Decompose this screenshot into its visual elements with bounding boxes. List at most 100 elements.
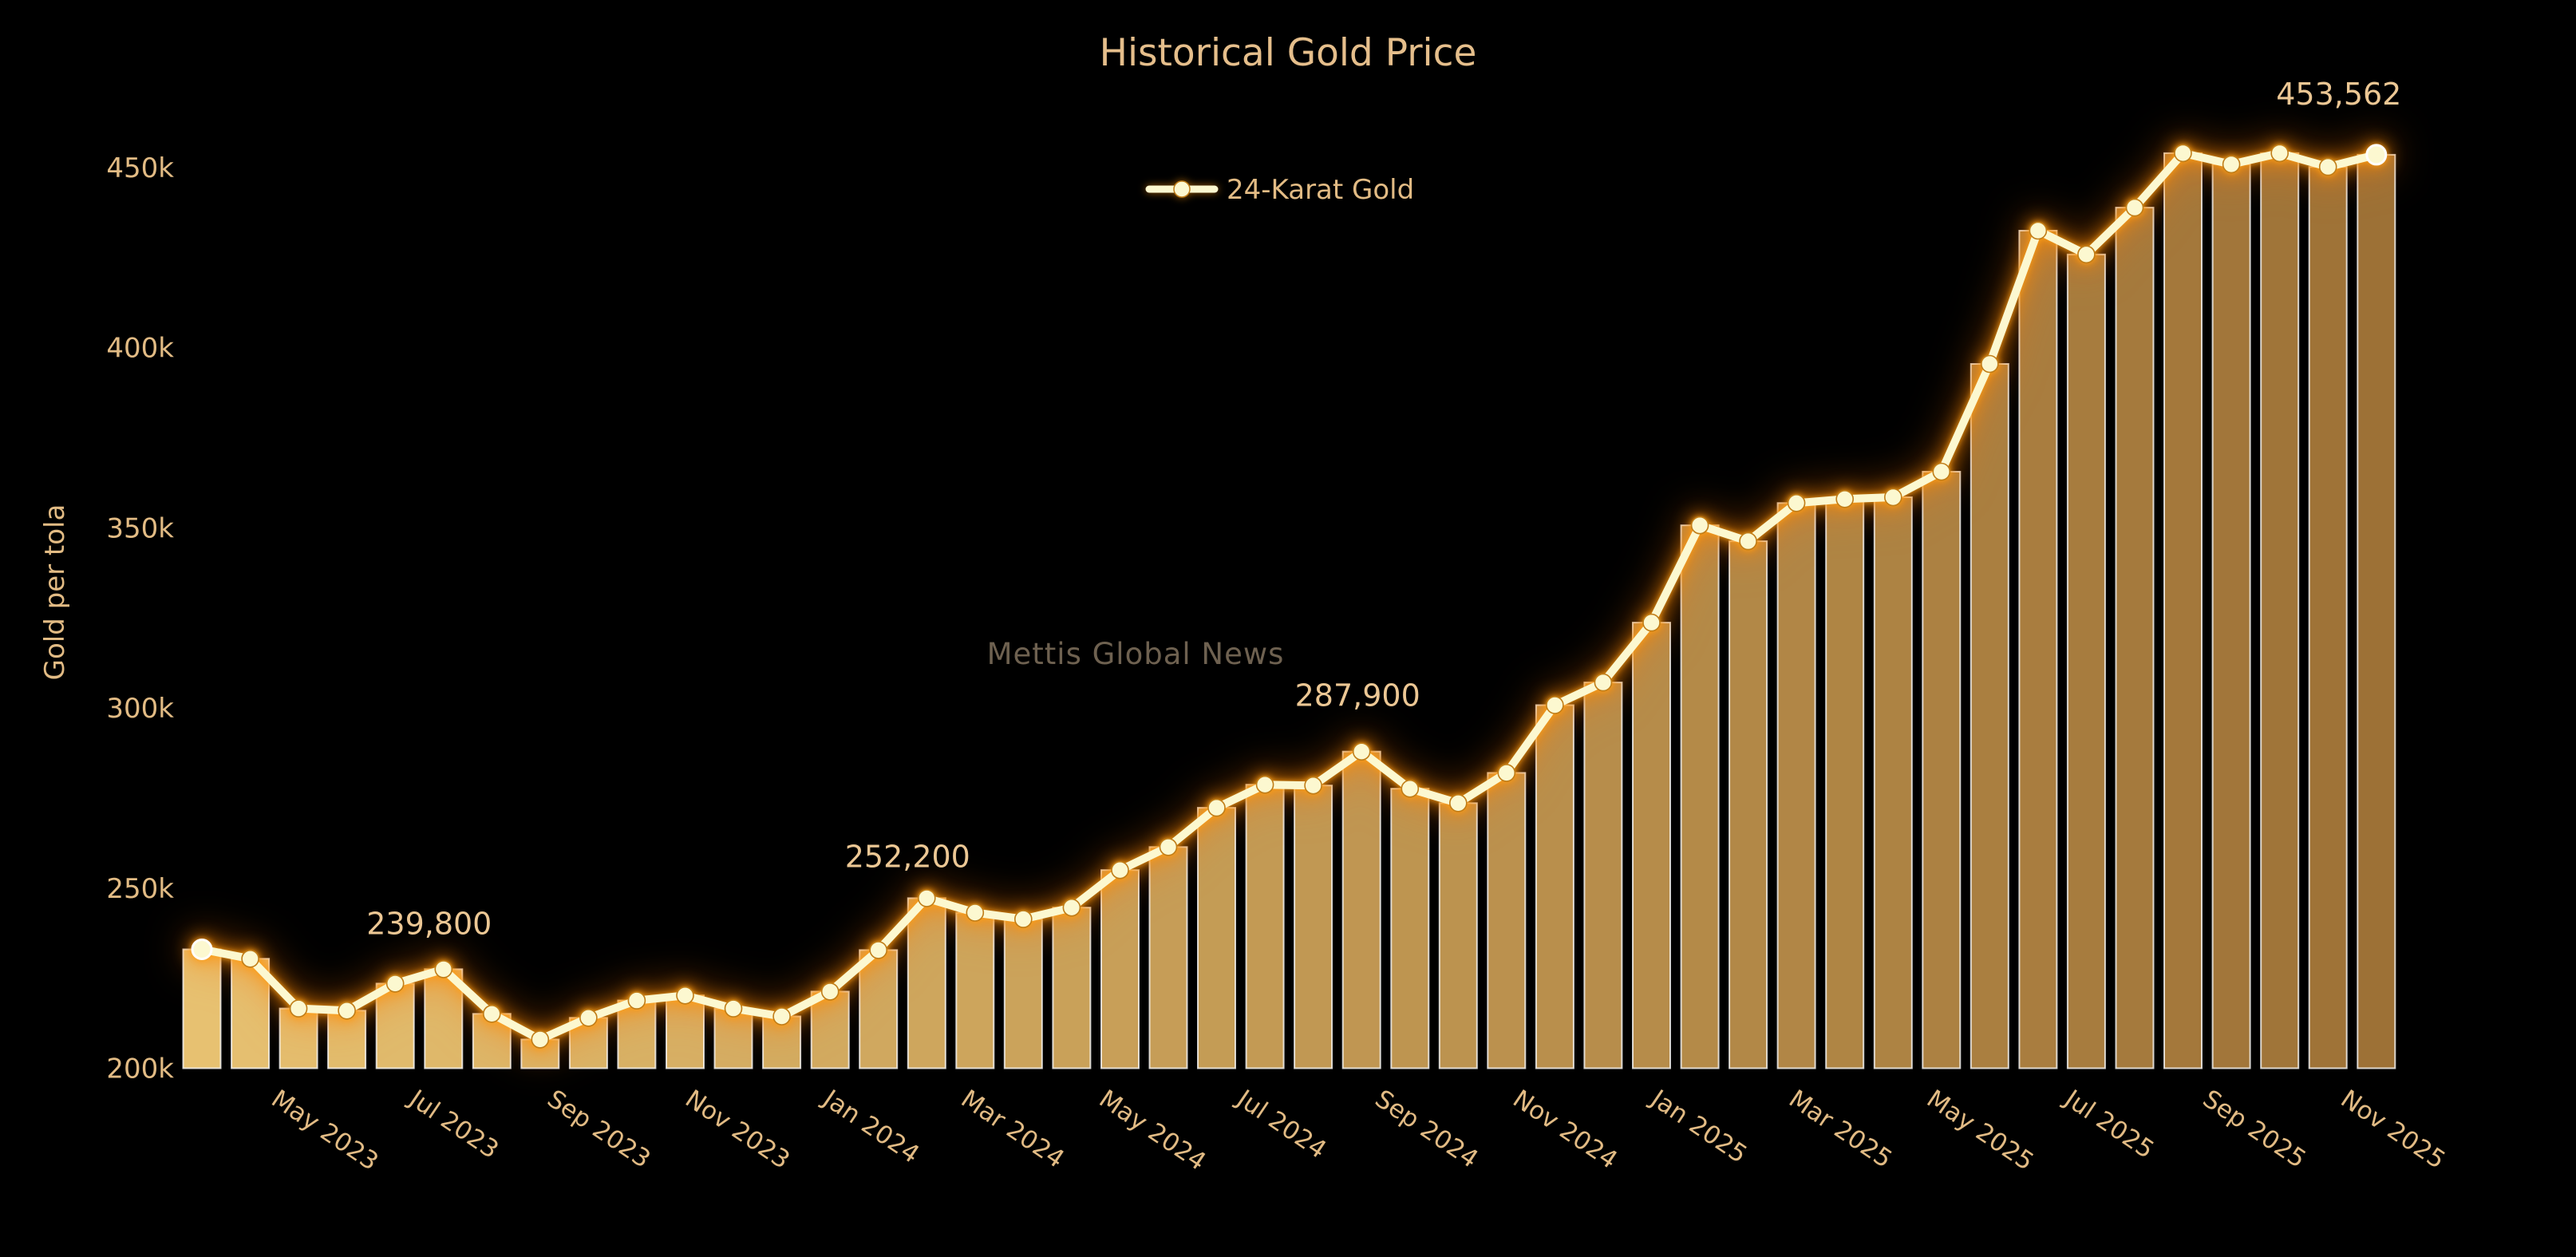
data-point-marker — [1835, 489, 1854, 508]
value-annotation: 453,562 — [2276, 77, 2401, 112]
data-point-marker — [820, 982, 840, 1001]
bar — [1245, 784, 1285, 1069]
data-point-marker — [1981, 354, 1999, 374]
y-tick-label: 250k — [106, 873, 174, 905]
bar — [2018, 230, 2058, 1069]
bar — [1438, 802, 1478, 1069]
data-point-marker — [1787, 493, 1806, 512]
price-line — [198, 148, 2380, 1044]
bar — [907, 897, 946, 1069]
bar — [1341, 750, 1381, 1069]
bar — [1294, 785, 1333, 1069]
bar — [1922, 471, 1962, 1069]
bar — [1776, 502, 1816, 1069]
bar — [859, 949, 899, 1069]
data-point-marker — [289, 999, 308, 1018]
data-point-marker — [1739, 532, 1757, 551]
bar — [1052, 907, 1092, 1069]
data-point-marker — [724, 999, 743, 1018]
chart-title: Historical Gold Price — [1100, 31, 1477, 75]
bar — [713, 1007, 753, 1069]
data-point-marker — [1062, 898, 1081, 917]
bar — [2066, 253, 2106, 1069]
data-point-marker — [1884, 488, 1902, 507]
data-point-marker — [2077, 245, 2096, 264]
bar — [1632, 622, 1671, 1069]
line-series — [191, 144, 2388, 1049]
data-point-marker — [627, 991, 646, 1010]
bar — [1583, 682, 1623, 1069]
data-point-marker — [482, 1005, 501, 1023]
bar — [2115, 207, 2155, 1069]
bar — [666, 994, 705, 1069]
data-point-marker — [772, 1007, 791, 1026]
bar — [2211, 163, 2251, 1069]
legend-label: 24-Karat Gold — [1227, 174, 1414, 206]
bar — [1825, 498, 1865, 1069]
bar — [2357, 153, 2396, 1069]
bar — [2260, 152, 2300, 1069]
data-annotations: 239,800 252,200 287,900 453,562 — [366, 77, 2401, 942]
bar — [182, 948, 222, 1069]
data-point-marker — [1546, 696, 1564, 714]
data-point-marker — [2270, 144, 2289, 163]
bar — [2163, 152, 2203, 1069]
value-annotation: 252,200 — [845, 839, 970, 874]
y-tick-label: 350k — [106, 512, 174, 544]
data-point-marker — [2222, 155, 2241, 174]
value-annotation: 287,900 — [1295, 678, 1420, 713]
y-tick-label: 200k — [106, 1053, 174, 1085]
watermark-text: Mettis Global News — [987, 637, 1285, 671]
bar — [1487, 772, 1527, 1069]
data-point-marker — [2029, 221, 2048, 240]
bar — [1535, 704, 1574, 1069]
y-tick-label: 450k — [106, 152, 174, 184]
legend[interactable]: 24-Karat Gold — [1145, 174, 1414, 206]
y-tick-label: 300k — [106, 693, 174, 725]
data-point-marker — [2125, 198, 2144, 217]
data-point-marker — [1690, 516, 1709, 535]
data-point-marker — [1159, 838, 1178, 856]
data-point-marker — [434, 960, 453, 978]
data-point-marker — [676, 986, 694, 1005]
data-point-marker — [531, 1030, 550, 1049]
bar — [279, 1007, 318, 1069]
data-point-marker — [1401, 779, 1420, 798]
data-point-marker — [966, 903, 985, 922]
bar — [1873, 496, 1913, 1069]
data-point-marker — [2174, 144, 2192, 163]
value-annotation: 239,800 — [366, 906, 492, 941]
bar — [617, 999, 657, 1069]
data-point-marker — [1932, 462, 1951, 481]
bar — [1390, 788, 1430, 1069]
bar — [1680, 524, 1720, 1069]
data-point-marker — [1304, 776, 1322, 795]
bar-series — [182, 152, 2396, 1069]
data-point-marker — [191, 939, 213, 960]
data-point-marker — [1207, 798, 1226, 817]
data-point-marker — [579, 1009, 598, 1027]
bar — [1003, 918, 1043, 1069]
data-point-marker — [241, 950, 259, 968]
data-point-marker — [1352, 742, 1371, 761]
bar — [1197, 807, 1236, 1069]
data-point-marker — [1594, 673, 1613, 692]
data-point-marker — [918, 889, 936, 907]
data-point-marker — [1111, 860, 1129, 880]
data-point-marker — [338, 1002, 356, 1020]
bar — [375, 982, 415, 1069]
bar — [2308, 166, 2348, 1069]
bar — [1100, 869, 1140, 1069]
bar — [955, 911, 995, 1069]
bar — [327, 1010, 367, 1069]
data-point-marker — [2365, 144, 2388, 166]
y-axis-ticks: 450k 400k 350k 300k 250k 200k — [106, 152, 174, 1085]
data-point-marker — [869, 941, 887, 959]
y-axis-title: Gold per tola — [39, 504, 71, 681]
data-point-marker — [1497, 764, 1516, 782]
legend-marker — [1173, 180, 1191, 198]
bar — [1970, 363, 2009, 1069]
bar — [1148, 846, 1188, 1069]
